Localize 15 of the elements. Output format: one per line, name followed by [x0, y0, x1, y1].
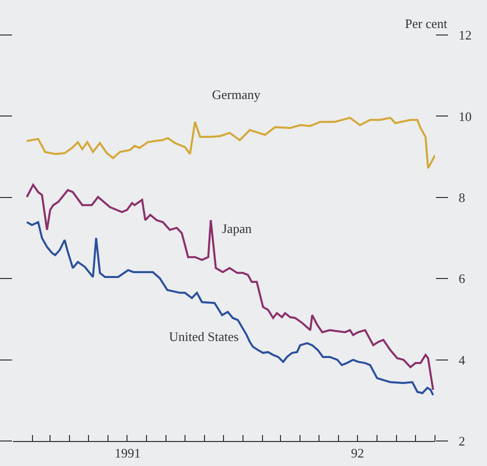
x-tick-label: 92	[351, 446, 364, 461]
y-tick-label: 6	[458, 271, 466, 286]
line-series	[26, 221, 434, 396]
line-series	[26, 116, 435, 170]
series-label: United States	[169, 329, 239, 344]
series-label: Japan	[222, 221, 252, 236]
y-tick-label: 12	[458, 28, 472, 43]
y-axis-title: Per cent	[405, 16, 448, 31]
y-tick-label: 2	[458, 434, 466, 449]
y-tick-label: 4	[458, 352, 466, 368]
x-tick-label: 1991	[114, 446, 141, 461]
y-tick-label: 8	[458, 190, 466, 205]
line-series	[26, 184, 434, 391]
y-tick-label: 10	[458, 108, 472, 124]
text: Germany	[212, 87, 261, 102]
